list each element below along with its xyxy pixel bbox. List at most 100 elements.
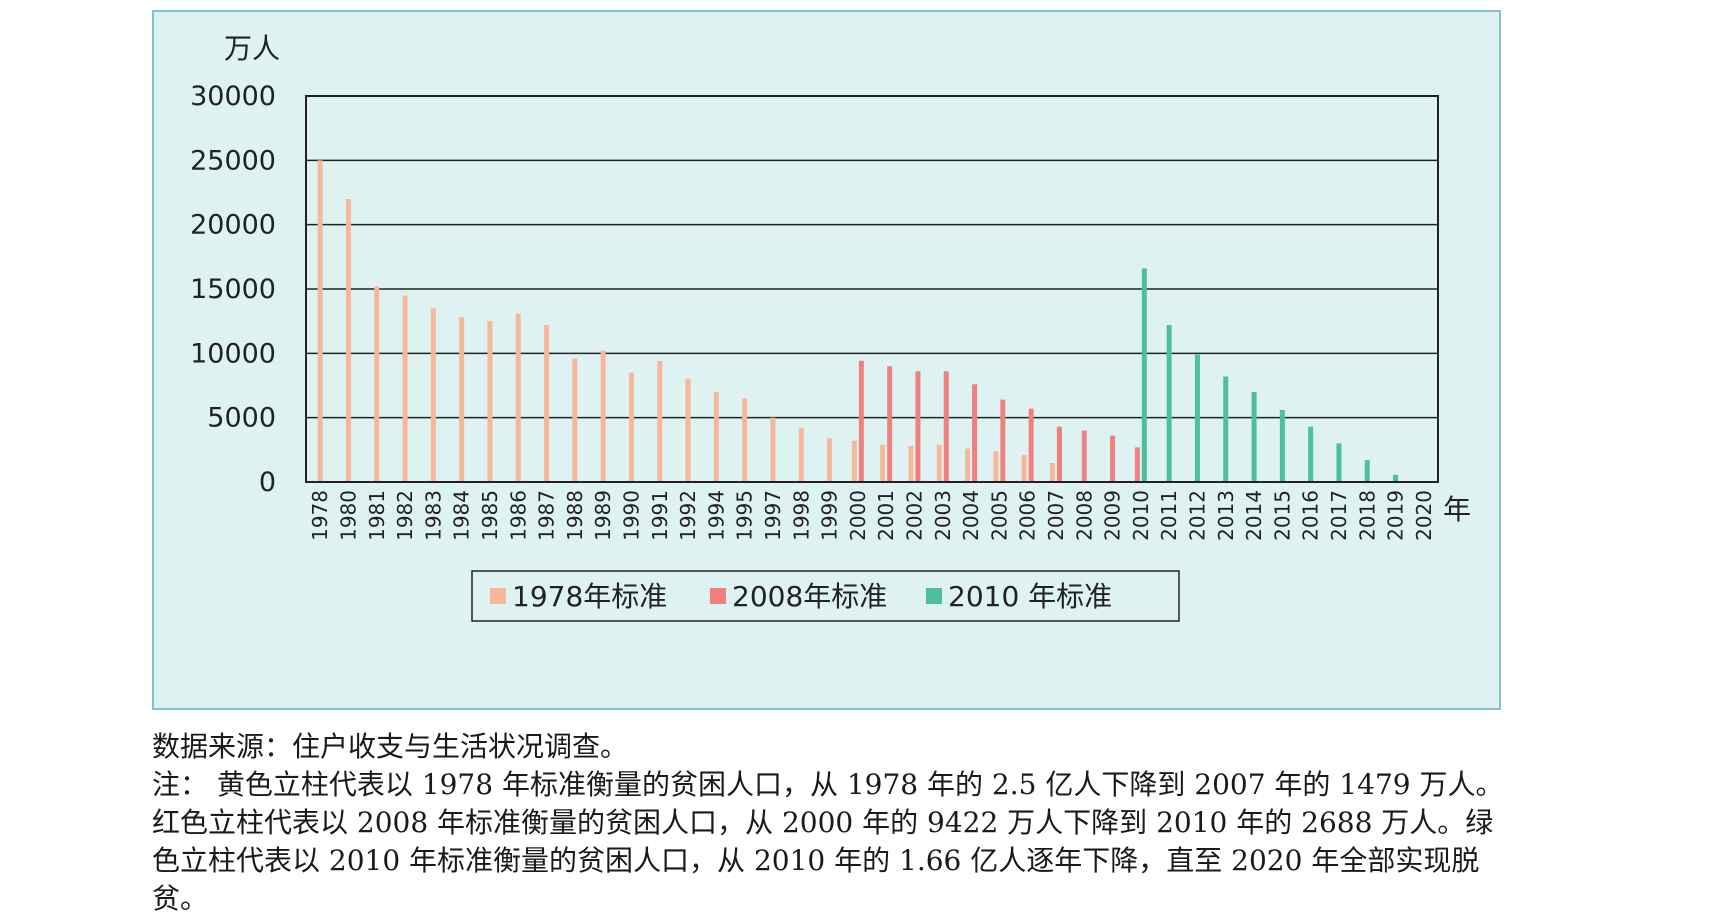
bar-2	[943, 371, 949, 482]
bar-1	[487, 321, 493, 482]
bar-3	[1336, 443, 1342, 482]
legend-swatch	[710, 588, 726, 604]
bar-1	[600, 350, 606, 482]
bar-3	[1251, 391, 1257, 482]
bar-3	[1194, 354, 1200, 482]
x-tick-label: 1997	[761, 490, 785, 541]
x-tick-label: 1987	[535, 490, 559, 541]
bar-1	[770, 417, 776, 482]
legend-label: 1978年标准	[512, 580, 667, 613]
bar-1	[851, 440, 857, 482]
x-tick-label: 1983	[421, 490, 445, 541]
bar-1	[1049, 462, 1055, 482]
bar-3	[1141, 268, 1147, 482]
x-tick-label: 2012	[1185, 490, 1209, 541]
x-tick-label: 2010	[1129, 490, 1153, 541]
chart-panel: 0 5000 10000 15000 20000 25000 30000 1978 1980 19…	[152, 10, 1501, 710]
bar-1	[515, 313, 521, 482]
x-tick-label: 2014	[1242, 490, 1266, 541]
x-tick-label: 1980	[336, 490, 360, 541]
x-tick-label: 2006	[1016, 490, 1040, 541]
x-tick-label: 2001	[874, 490, 898, 541]
bar-1	[908, 445, 914, 482]
x-tick-label: 1998	[789, 490, 813, 541]
bar-2	[1056, 426, 1062, 482]
x-tick-label: 1989	[591, 490, 615, 541]
x-tick-label: 1982	[393, 490, 417, 541]
bar-1	[657, 361, 663, 482]
bar-2	[858, 360, 864, 482]
y-axis-unit-label: 万人	[224, 32, 280, 65]
x-tick-label: 1990	[619, 490, 643, 541]
bar-1	[544, 325, 550, 482]
y-tick-label: 20000	[190, 210, 276, 241]
bar-2	[915, 371, 921, 482]
bar-1	[402, 295, 408, 482]
bar-1	[742, 398, 748, 482]
x-tick-label: 2002	[902, 490, 926, 541]
x-tick-label: 1991	[648, 490, 672, 541]
chart-caption: 数据来源：住户收支与生活状况调查。 注： 黄色立柱代表以 1978 年标准衡量的…	[152, 728, 1512, 918]
bar-2	[1000, 399, 1006, 482]
x-tick-label: 1992	[676, 490, 700, 541]
x-tick-label: 1994	[704, 490, 728, 541]
x-tick-label: 1978	[308, 490, 332, 541]
bar-1	[317, 160, 323, 483]
x-tick-label: 2008	[1072, 490, 1096, 541]
x-tick-label: 2007	[1044, 490, 1068, 541]
bar-1	[572, 358, 578, 482]
y-tick-label: 10000	[190, 338, 276, 369]
bar-2	[1081, 430, 1087, 482]
x-tick-label: 1995	[733, 490, 757, 541]
bar-3	[1279, 409, 1285, 482]
bar-3	[1364, 460, 1370, 482]
y-tick-label: 30000	[190, 81, 276, 112]
legend-label: 2010 年标准	[948, 580, 1112, 613]
bar-1	[459, 317, 465, 482]
x-tick-label: 2018	[1355, 490, 1379, 541]
bar-3	[1393, 474, 1399, 482]
bar-1	[430, 308, 436, 482]
bar-2	[1028, 408, 1034, 482]
bar-2	[1134, 447, 1140, 482]
legend-swatch	[926, 588, 942, 604]
bar-1	[628, 372, 634, 482]
bar-1	[827, 438, 833, 482]
bar-1	[936, 444, 942, 482]
bar-1	[713, 391, 719, 482]
bar-1	[880, 444, 886, 482]
x-tick-label: 1999	[818, 490, 842, 541]
bar-1	[685, 379, 691, 482]
legend-box	[471, 570, 1180, 622]
bar-2	[1110, 435, 1116, 482]
bar-2	[887, 366, 893, 482]
bar-1	[374, 286, 380, 482]
data-source-note: 数据来源：住户收支与生活状况调查。	[152, 730, 629, 763]
chart-legend: 1978年标准 2008年标准 2010 年标准	[471, 570, 1180, 622]
bar-1	[965, 448, 971, 482]
y-tick-label: 5000	[207, 403, 276, 434]
x-tick-label: 1985	[478, 490, 502, 541]
x-tick-label: 2005	[987, 490, 1011, 541]
x-tick-label: 2000	[846, 490, 870, 541]
y-tick-label: 25000	[190, 145, 276, 176]
x-tick-label: 2003	[931, 490, 955, 541]
x-tick-label: 2013	[1214, 490, 1238, 541]
x-tick-label: 1988	[563, 490, 587, 541]
bar-1	[798, 427, 804, 482]
x-tick-label: 1986	[506, 490, 530, 541]
explanatory-note: 注： 黄色立柱代表以 1978 年标准衡量的贫困人口，从 1978 年的 2.5…	[152, 768, 1504, 915]
x-tick-label: 2009	[1101, 490, 1125, 541]
x-tick-label: 1984	[450, 490, 474, 541]
bar-1	[993, 451, 999, 482]
bar-1	[1021, 454, 1027, 482]
x-axis-unit-label: 年	[1443, 493, 1471, 526]
legend-label: 2008年标准	[732, 580, 887, 613]
x-tick-label: 2004	[959, 490, 983, 541]
legend-swatch	[490, 588, 506, 604]
y-tick-label: 0	[259, 467, 276, 498]
x-tick-label: 1981	[365, 490, 389, 541]
x-tick-label: 2015	[1270, 490, 1294, 541]
x-tick-label: 2019	[1384, 490, 1408, 541]
